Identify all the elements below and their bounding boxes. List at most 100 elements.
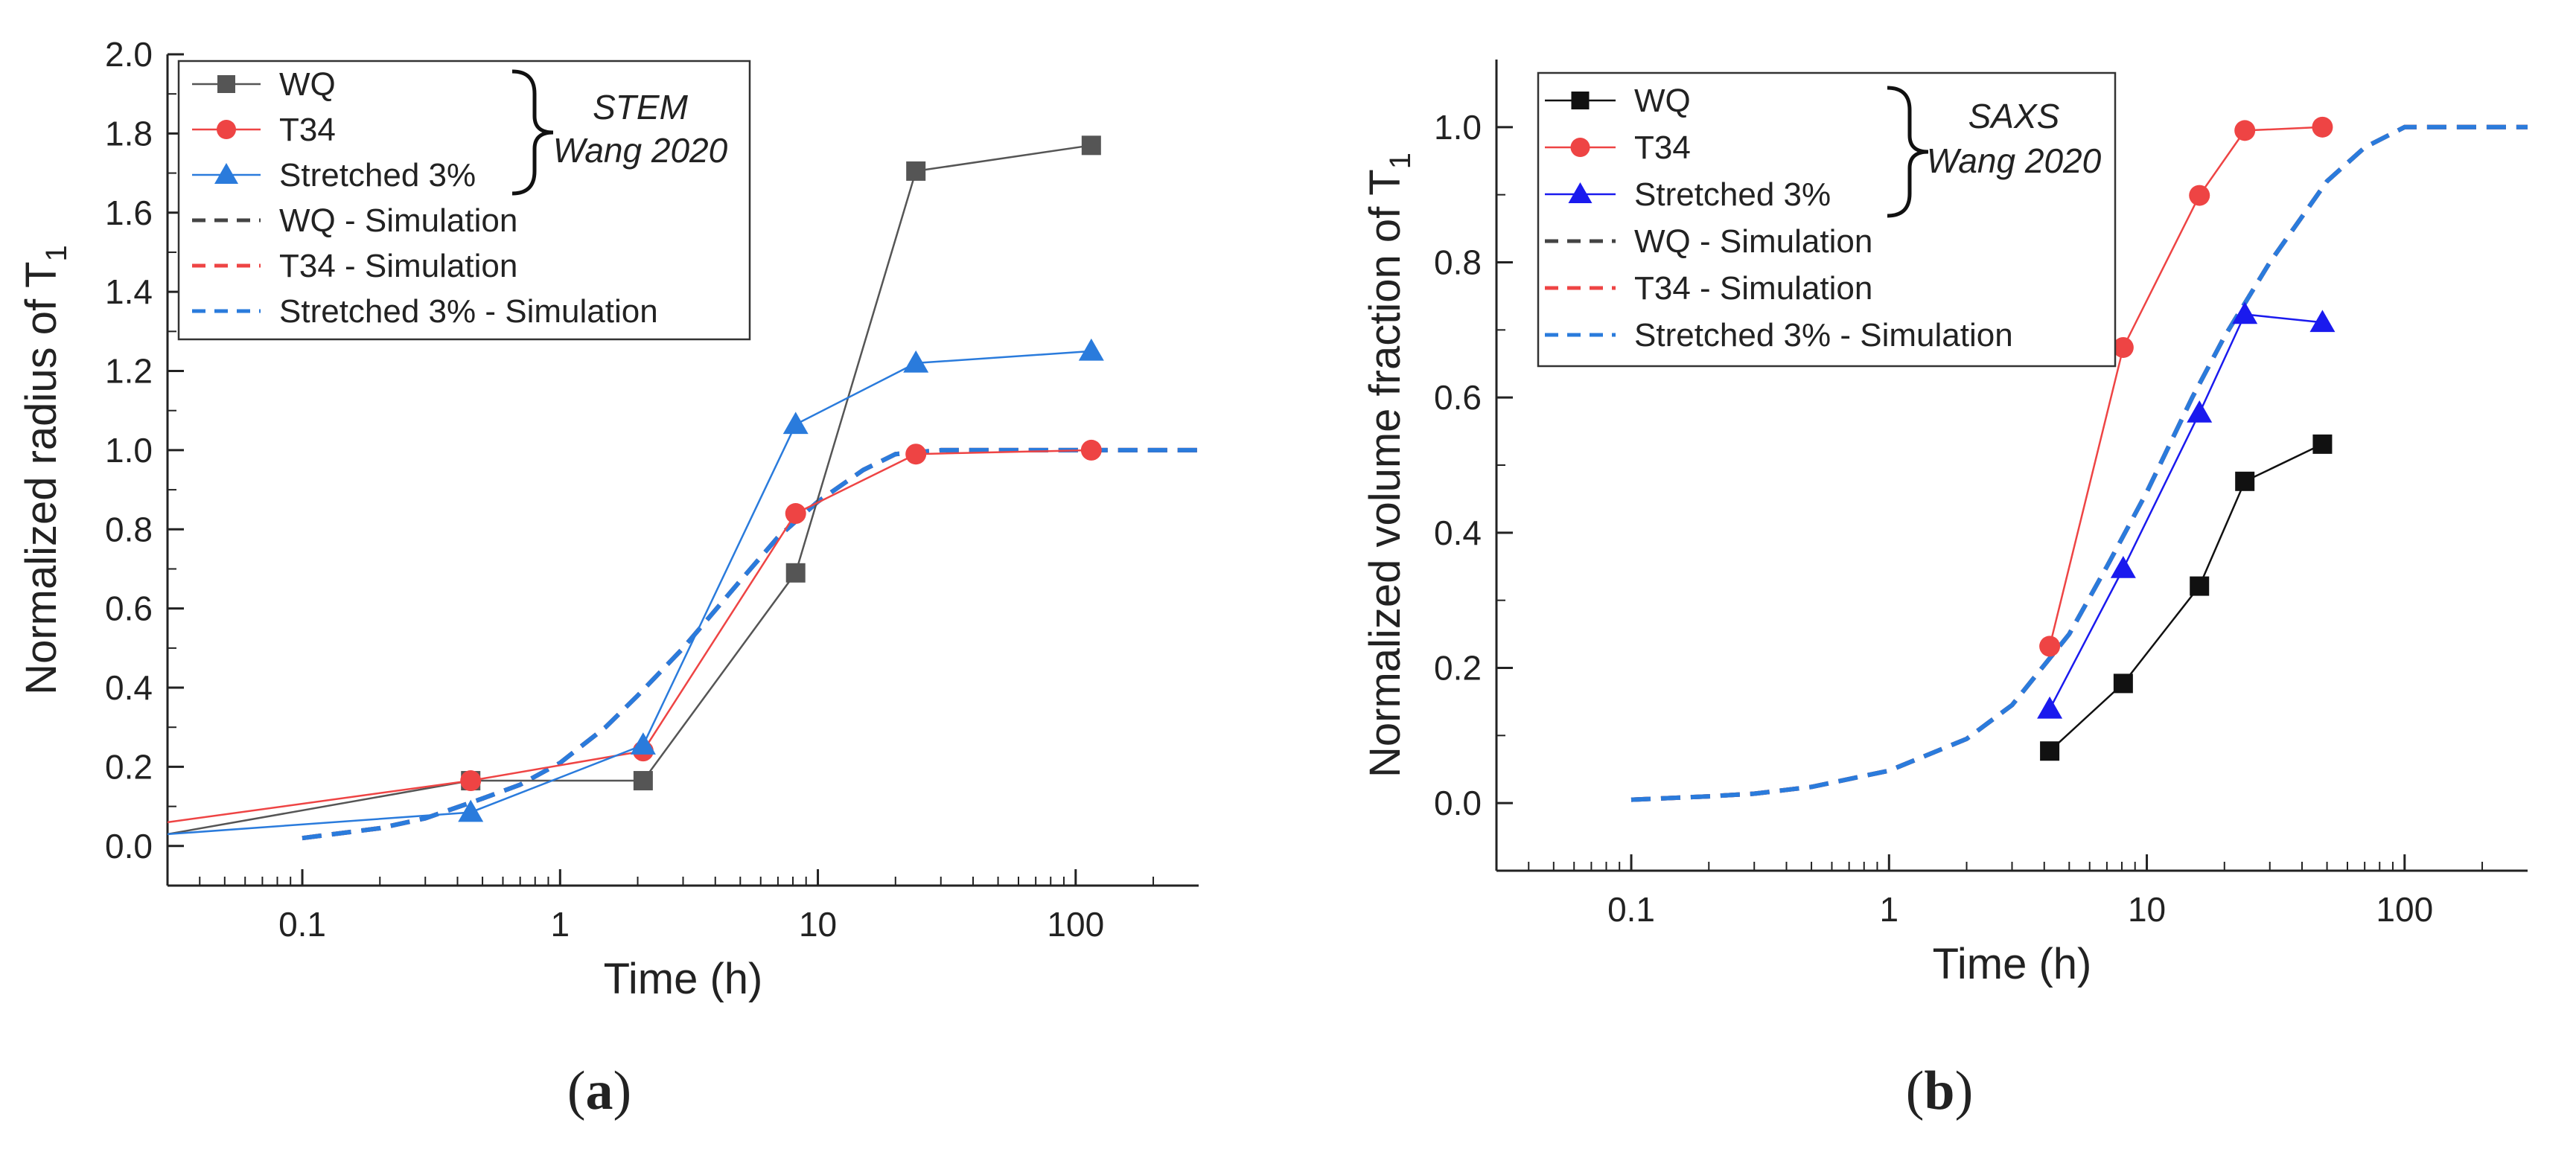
y-tick-label: 1.4 — [105, 272, 153, 311]
y-tick-label: 1.6 — [105, 193, 153, 232]
series-line-0 — [168, 144, 1091, 836]
series-line-2 — [2048, 313, 2323, 710]
data-point — [1080, 439, 1102, 461]
data-point — [1081, 135, 1101, 156]
panel-label-open: ( — [567, 1060, 586, 1121]
plot-area — [1630, 116, 2528, 802]
x-tick-label: 100 — [2376, 890, 2433, 929]
data-point — [2190, 576, 2210, 596]
chart-panel-b: 0.1 1 10 100 0.0 0.2 0.4 0.6 0.8 1.0 Time (h) Norma… — [1361, 60, 2528, 1121]
legend-marker-2 — [1568, 182, 1593, 203]
data-point — [2039, 636, 2061, 657]
y-tick-label: 0.6 — [105, 589, 153, 628]
y-tick-label: 1.2 — [105, 352, 153, 391]
legend-label-1: T34 — [1634, 129, 1691, 166]
y-tick-label: 1.8 — [105, 114, 153, 153]
y-tick-label: 0.4 — [1434, 513, 1482, 552]
series-line-4 — [302, 447, 1199, 841]
legend-label-4: T34 - Simulation — [279, 248, 517, 284]
x-axis-label: Time (h) — [1933, 940, 2092, 988]
series-line-2 — [168, 350, 1091, 836]
x-tick-label: 0.1 — [1607, 890, 1655, 929]
y-tick-label: 1.0 — [1434, 108, 1482, 147]
data-point — [2234, 120, 2256, 141]
panel-label: (b) — [1906, 1060, 1973, 1121]
legend-marker-1 — [1570, 138, 1590, 157]
data-point — [2309, 310, 2336, 333]
reference-label-source: Wang 2020 — [553, 131, 728, 170]
data-point — [1078, 338, 1104, 361]
y-tick-label: 0.8 — [105, 510, 153, 548]
data-point — [903, 350, 929, 373]
y-tick-label: 1.0 — [105, 431, 153, 470]
data-point — [785, 563, 806, 583]
y-axis-label: Normalized volume fraction of T1 — [1361, 153, 1417, 778]
reference-label-method: SAXS — [1968, 97, 2060, 135]
legend-marker-0 — [217, 75, 235, 93]
data-point — [460, 770, 482, 792]
series-line-1 — [168, 449, 1091, 824]
data-point — [630, 732, 656, 755]
data-point — [2040, 741, 2060, 761]
legend-label-2: Stretched 3% — [1634, 176, 1831, 213]
data-point — [458, 799, 484, 822]
x-tick-label: 1 — [1880, 890, 1899, 929]
legend-brace — [1887, 86, 1929, 218]
x-tick-label: 1 — [550, 905, 570, 944]
y-axis-label-text: Normalized volume fraction of T — [1361, 169, 1409, 778]
y-tick-label: 0.8 — [1434, 243, 1482, 282]
data-point — [2110, 555, 2136, 578]
x-tick-label: 10 — [2128, 890, 2166, 929]
legend-marker-1 — [217, 120, 236, 139]
panel-label-letter: a — [586, 1060, 613, 1121]
data-point — [2113, 673, 2133, 694]
panel-label-letter: b — [1924, 1060, 1954, 1121]
data-point — [782, 412, 809, 435]
y-axis-label-text: Normalized radius of T — [17, 261, 66, 694]
data-point — [2232, 301, 2258, 324]
reference-label-source: Wang 2020 — [1927, 141, 2102, 180]
y-tick-label: 0.2 — [1434, 649, 1482, 688]
series-line-5 — [302, 447, 1199, 841]
data-point — [2037, 696, 2063, 719]
legend-label-0: WQ — [1634, 83, 1691, 119]
y-tick-label: 2.0 — [105, 35, 153, 74]
data-point — [2235, 471, 2255, 491]
panel-label-close: ) — [613, 1060, 632, 1121]
legend-marker-0 — [1571, 92, 1590, 109]
y-tick-label: 0.2 — [105, 747, 153, 786]
y-axis-label-subscript: 1 — [1384, 153, 1417, 169]
data-point — [2189, 185, 2210, 206]
y-tick-label: 0.0 — [1434, 784, 1482, 822]
legend-label-0: WQ — [279, 66, 336, 103]
data-point — [2187, 400, 2213, 423]
plot-area — [168, 135, 1199, 841]
panel-label-open: ( — [1906, 1060, 1925, 1121]
legend-box — [177, 60, 751, 341]
legend-label-5: Stretched 3% - Simulation — [279, 293, 658, 330]
y-tick-label: 0.0 — [105, 827, 153, 865]
x-axis-label: Time (h) — [604, 955, 763, 1003]
legend-label-2: Stretched 3% — [279, 157, 476, 193]
chart-panel-a: 0.1 1 10 100 0.0 0.2 0.4 0.6 0.8 1.0 1.2 1.4 1.6 1.8 2… — [17, 35, 1199, 1121]
reference-label-method: STEM — [593, 88, 688, 127]
legend-label-1: T34 — [279, 112, 336, 148]
data-point — [2112, 336, 2134, 358]
x-tick-label: 10 — [799, 905, 837, 944]
legend-label-4: T34 - Simulation — [1634, 270, 1872, 307]
series-line-3 — [302, 447, 1199, 841]
data-point — [905, 444, 927, 465]
data-point — [785, 503, 806, 525]
data-point — [2312, 434, 2333, 454]
data-point — [906, 161, 926, 181]
panel-label-close: ) — [1955, 1060, 1974, 1121]
panel-label: (a) — [567, 1060, 631, 1121]
y-tick-label: 0.6 — [1434, 378, 1482, 417]
y-tick-label: 0.4 — [105, 668, 153, 707]
legend-label-3: WQ - Simulation — [279, 202, 517, 239]
series-line-5 — [1630, 124, 2528, 802]
legend-label-5: Stretched 3% - Simulation — [1634, 317, 2013, 353]
x-tick-label: 0.1 — [278, 905, 326, 944]
legend-brace — [511, 69, 554, 196]
